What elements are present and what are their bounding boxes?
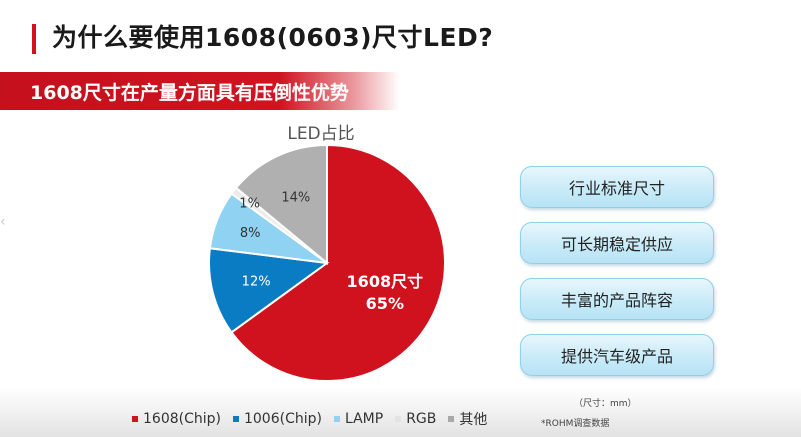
- slice-1006: [208, 247, 330, 334]
- legend-label-1006: 1006(Chip): [243, 411, 322, 427]
- callout-industry-standard: 行业标准尺寸: [520, 166, 714, 208]
- callout-stable-supply: 可长期稳定供应: [520, 222, 714, 264]
- legend-swatch-lamp: [333, 416, 340, 422]
- callout-list: 行业标准尺寸 可长期稳定供应 丰富的产品阵容 提供汽车级产品: [520, 166, 716, 390]
- chart-title: LED占比: [287, 124, 354, 144]
- footer-band: [0, 386, 801, 437]
- legend-label-lamp: LAMP: [344, 411, 384, 427]
- page-title: 为什么要使用1608(0603)尺寸LED?: [52, 23, 494, 52]
- legend-item-lamp: LAMP: [333, 411, 384, 427]
- slice-other-label: 14%: [281, 190, 310, 205]
- chart-legend: 1608(Chip) 1006(Chip) LAMP RGB 其他: [132, 409, 499, 429]
- unit-note: （尺寸：mm）: [574, 399, 637, 409]
- legend-swatch-1006: [232, 416, 239, 422]
- callout-product-lineup: 丰富的产品阵容: [520, 278, 714, 320]
- subtitle-banner: [0, 72, 400, 110]
- slice-other: [234, 143, 328, 266]
- source-note: *ROHM调查数据: [541, 419, 610, 429]
- banner-text: 1608尺寸在产量方面具有压倒性优势: [30, 82, 349, 104]
- legend-item-other: 其他: [448, 409, 487, 429]
- chevron-left-icon[interactable]: ‹: [0, 214, 6, 230]
- legend-swatch-other: [448, 416, 455, 422]
- title-accent-bar: [32, 24, 36, 54]
- slice-lamp-label: 8%: [240, 226, 261, 241]
- legend-label-rgb: RGB: [406, 411, 437, 427]
- legend-swatch-rgb: [395, 416, 402, 422]
- legend-label-1608: 1608(Chip): [143, 411, 221, 427]
- slice-rgb-label: 1%: [239, 197, 260, 212]
- legend-swatch-1608: [132, 416, 138, 422]
- slice-1608-label: 1608尺寸 65%: [347, 272, 424, 313]
- legend-item-1608: 1608(Chip): [132, 411, 221, 427]
- legend-item-1006: 1006(Chip): [232, 411, 322, 427]
- legend-item-rgb: RGB: [395, 411, 436, 427]
- slice-1006-label: 12%: [242, 275, 271, 290]
- slice-1608: [230, 143, 446, 382]
- legend-label-other: 其他: [459, 412, 488, 428]
- callout-automotive-grade: 提供汽车级产品: [520, 334, 714, 376]
